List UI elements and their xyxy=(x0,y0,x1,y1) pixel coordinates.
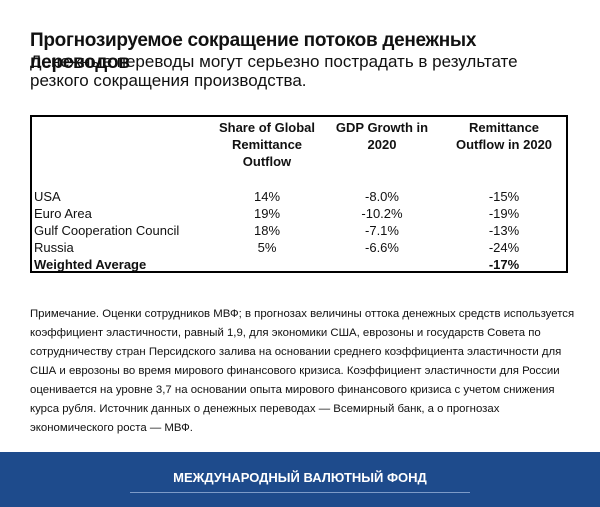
cell: -10.2% xyxy=(361,206,403,221)
subtitle: Денежные переводы могут серьезно пострад… xyxy=(30,52,518,90)
table-row: USA 14% -8.0% -15% xyxy=(32,188,566,205)
row-label: USA xyxy=(34,189,61,204)
header-row: Share of Global Remittance Outflow GDP Gr… xyxy=(32,117,566,170)
spacer xyxy=(32,170,566,188)
cell: -8.0% xyxy=(365,189,399,204)
cell: 14% xyxy=(253,189,281,204)
cell: -6.6% xyxy=(365,240,399,255)
table-row: Gulf Cooperation Council 18% -7.1% -13% xyxy=(32,222,566,239)
row-label: Gulf Cooperation Council xyxy=(34,223,180,238)
cell: 18% xyxy=(253,223,281,238)
cell: -15% xyxy=(488,189,520,204)
cell: 19% xyxy=(253,206,281,221)
table-row: Russia 5% -6.6% -24% xyxy=(32,239,566,256)
cell: -13% xyxy=(488,223,520,238)
footer: МЕЖДУНАРОДНЫЙ ВАЛЮТНЫЙ ФОНД xyxy=(0,452,600,507)
cell: 5% xyxy=(257,240,277,255)
column-header: Remittance Outflow in 2020 xyxy=(455,120,553,152)
row-label: Euro Area xyxy=(34,206,92,221)
cell: -7.1% xyxy=(365,223,399,238)
empty-cell xyxy=(322,256,442,273)
column-header: Share of Global Remittance Outflow xyxy=(218,120,316,169)
column-header: GDP Growth in 2020 xyxy=(335,120,429,152)
note: Примечание. Оценки сотрудников МВФ; в пр… xyxy=(30,308,575,434)
row-label: Russia xyxy=(34,240,74,255)
table-row: Euro Area 19% -10.2% -19% xyxy=(32,205,566,222)
corner xyxy=(32,117,212,170)
footer-line xyxy=(130,492,470,493)
empty-cell xyxy=(212,256,322,273)
table: Share of Global Remittance Outflow GDP Gr… xyxy=(32,117,566,273)
cell: -19% xyxy=(488,206,520,221)
table-box: Share of Global Remittance Outflow GDP Gr… xyxy=(30,115,568,273)
summary-row: Weighted Average -17% xyxy=(32,256,566,273)
table-body: USA 14% -8.0% -15% Euro Area 19% -10.2% -19% Gul… xyxy=(32,170,566,273)
row-label: Weighted Average xyxy=(34,257,147,272)
cell: -17% xyxy=(488,257,520,272)
title: Прогнозируемое сокращение потоков денежн… xyxy=(30,30,477,73)
cell: -24% xyxy=(488,240,520,255)
footer-text: МЕЖДУНАРОДНЫЙ ВАЛЮТНЫЙ ФОНД xyxy=(173,470,427,485)
